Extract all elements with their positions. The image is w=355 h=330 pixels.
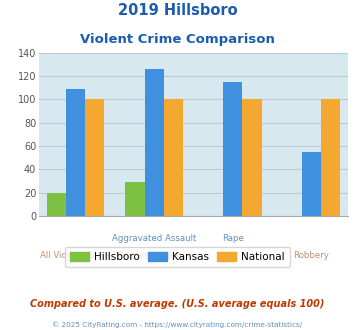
Text: Compared to U.S. average. (U.S. average equals 100): Compared to U.S. average. (U.S. average … [30, 299, 325, 309]
Bar [164, 99, 183, 216]
Legend: Hillsboro, Kansas, National: Hillsboro, Kansas, National [65, 247, 290, 267]
Bar [321, 99, 340, 216]
Text: Violent Crime Comparison: Violent Crime Comparison [80, 33, 275, 46]
Bar [302, 152, 321, 216]
Text: 2019 Hillsboro: 2019 Hillsboro [118, 3, 237, 18]
Text: Rape: Rape [222, 234, 244, 243]
Text: All Violent Crime: All Violent Crime [40, 251, 111, 260]
Bar [242, 99, 262, 216]
Text: Aggravated Assault: Aggravated Assault [112, 234, 196, 243]
Text: © 2025 CityRating.com - https://www.cityrating.com/crime-statistics/: © 2025 CityRating.com - https://www.city… [53, 322, 302, 328]
Text: Murder & Mans...: Murder & Mans... [118, 251, 191, 260]
Bar [66, 89, 85, 216]
Bar [144, 69, 164, 216]
Bar [125, 182, 144, 216]
Bar [223, 82, 242, 216]
Text: Robbery: Robbery [294, 251, 329, 260]
Bar [47, 193, 66, 216]
Bar [85, 99, 104, 216]
